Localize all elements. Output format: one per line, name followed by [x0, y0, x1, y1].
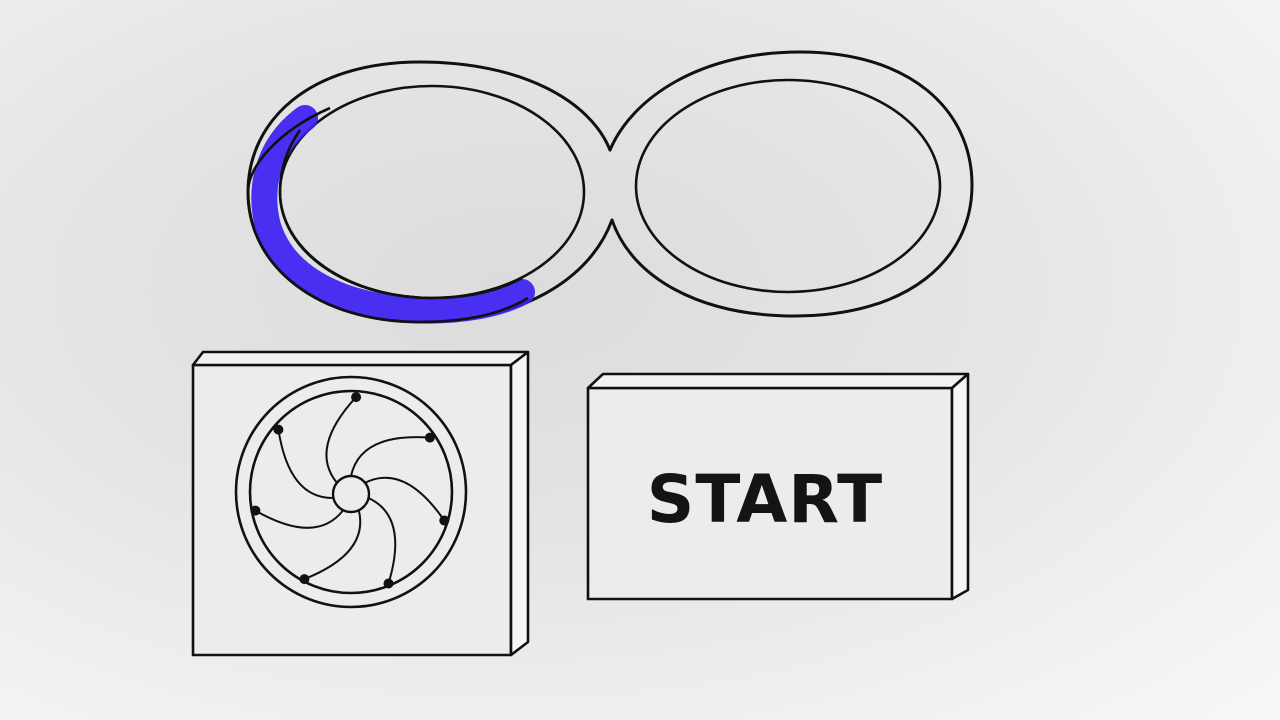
fan-blade — [350, 436, 430, 477]
fan-blades — [250, 392, 450, 589]
fan-blade — [304, 509, 362, 581]
start-button[interactable]: START — [586, 372, 970, 601]
fan-blade-rivet — [351, 392, 362, 403]
infinity-track — [246, 50, 974, 324]
fan-blade-rivet — [383, 578, 394, 589]
progress-ring-fill — [251, 105, 535, 324]
start-button-top — [586, 372, 970, 390]
fan-blade — [325, 396, 357, 484]
fan-blade-rivet — [439, 515, 450, 526]
fan-blade-rivet — [250, 505, 261, 516]
fan-outer-ring — [234, 375, 468, 609]
start-button-label: START — [647, 461, 883, 538]
fan-box-top — [191, 350, 530, 367]
fan-blade — [364, 476, 446, 522]
fan-box-side — [509, 350, 530, 657]
start-button-face — [586, 386, 954, 601]
progress-ring-edges — [246, 106, 529, 324]
fan-blade-rivet — [273, 424, 284, 435]
fan-inner-ring — [248, 389, 454, 595]
fan-blade-rivet — [424, 432, 435, 443]
fan-unit[interactable] — [191, 350, 530, 657]
start-button-side — [950, 372, 970, 601]
right-ring-inner — [634, 78, 942, 294]
fan-blade — [254, 509, 344, 529]
left-ring-inner — [278, 84, 586, 300]
fan-blade — [368, 497, 397, 584]
fan-blade-rivet — [299, 574, 310, 585]
fan-blade — [277, 429, 334, 500]
right-ring-outer — [608, 50, 974, 318]
